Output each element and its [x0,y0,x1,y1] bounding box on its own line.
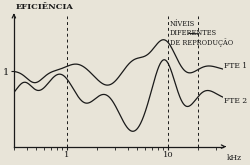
Text: FTE 2: FTE 2 [224,98,247,105]
Text: NÍVEIS
DIFERENTES
DE REPRODUÇÃO: NÍVEIS DIFERENTES DE REPRODUÇÃO [170,20,233,48]
Text: FTE 1: FTE 1 [224,62,247,70]
Text: EFICIÊNCIA: EFICIÊNCIA [16,3,74,11]
Text: kHz: kHz [227,154,242,163]
